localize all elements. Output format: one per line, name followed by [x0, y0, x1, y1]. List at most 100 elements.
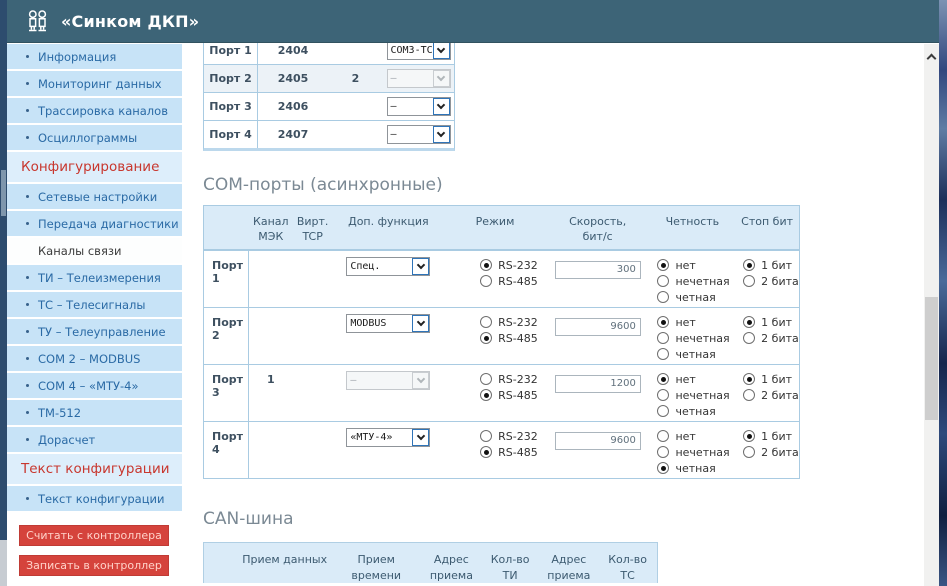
sidebar-item-oscillograms[interactable]: Осциллограммы	[7, 125, 182, 150]
sidebar-item-com2-modbus[interactable]: COM 2 – MODBUS	[7, 346, 182, 371]
rs232-radio-option[interactable]: RS-232	[480, 257, 546, 273]
radio-icon[interactable]	[743, 316, 756, 328]
sidebar-item-data-monitoring[interactable]: Мониторинг данных	[7, 71, 182, 96]
function-select-value: MODBUS	[350, 318, 387, 329]
function-select[interactable]: MODBUS	[346, 314, 431, 333]
rs232-radio-option[interactable]: RS-232	[480, 428, 546, 444]
rs232-radio-option[interactable]: RS-232	[480, 371, 546, 387]
function-select[interactable]: «МТУ-4»	[346, 428, 431, 447]
speed-input[interactable]	[554, 260, 641, 279]
radio-icon[interactable]	[657, 405, 670, 417]
speed-input[interactable]	[554, 431, 641, 450]
read-from-controller-button[interactable]: Считать с контроллера	[19, 525, 169, 546]
stopbit-1-radio-option[interactable]: 1 бит	[743, 428, 799, 444]
function-select[interactable]: –	[386, 97, 451, 116]
function-select[interactable]: Спец.	[346, 257, 431, 276]
radio-icon[interactable]	[657, 316, 670, 328]
chevron-down-icon[interactable]	[432, 126, 450, 143]
stopbit-2-radio-option[interactable]: 2 бита	[743, 444, 799, 460]
bullet-icon	[26, 222, 29, 225]
radio-icon[interactable]	[743, 446, 756, 458]
chevron-down-icon[interactable]	[412, 258, 430, 275]
radio-icon[interactable]	[743, 430, 756, 442]
radio-icon[interactable]	[743, 373, 756, 385]
radio-icon[interactable]	[480, 275, 493, 287]
chevron-down-icon[interactable]	[412, 315, 430, 332]
chevron-down-icon[interactable]	[412, 429, 430, 446]
rs485-radio-option[interactable]: RS-485	[480, 387, 546, 403]
radio-icon[interactable]	[657, 389, 670, 401]
left-scrollbar	[0, 0, 7, 586]
parity-odd-radio-option[interactable]: нечетная	[657, 330, 735, 346]
stopbit-2-radio-option[interactable]: 2 бита	[743, 330, 799, 346]
parity-even-radio-option[interactable]: четная	[657, 346, 735, 362]
radio-icon[interactable]	[657, 430, 670, 442]
sidebar-item-information[interactable]: Информация	[7, 44, 182, 69]
parity-none-radio-option[interactable]: нет	[657, 314, 735, 330]
radio-icon[interactable]	[480, 373, 493, 385]
parity-odd-radio-option[interactable]: нечетная	[657, 273, 735, 289]
sidebar-item-tm512[interactable]: ТМ-512	[7, 400, 182, 425]
function-select[interactable]: –	[386, 125, 451, 144]
radio-icon[interactable]	[480, 332, 493, 344]
sidebar-item-label: COM 2 – MODBUS	[38, 351, 141, 366]
radio-icon[interactable]	[657, 348, 670, 360]
bullet-icon	[26, 276, 29, 279]
sidebar-item-channel-trace[interactable]: Трассировка каналов	[7, 98, 182, 123]
left-scrollbar-thumb[interactable]	[1, 170, 6, 216]
radio-icon[interactable]	[657, 373, 670, 385]
parity-odd-radio-option[interactable]: нечетная	[657, 387, 735, 403]
rs485-radio-option[interactable]: RS-485	[480, 273, 546, 289]
radio-icon[interactable]	[657, 291, 670, 303]
radio-icon[interactable]	[480, 430, 493, 442]
radio-icon[interactable]	[743, 332, 756, 344]
radio-icon[interactable]	[480, 259, 493, 271]
radio-icon[interactable]	[743, 389, 756, 401]
radio-icon[interactable]	[480, 316, 493, 328]
stopbit-1-radio-option[interactable]: 1 бит	[743, 314, 799, 330]
parity-none-radio-option[interactable]: нет	[657, 257, 735, 273]
radio-icon[interactable]	[657, 275, 670, 287]
sidebar-item-recalculation[interactable]: Дорасчет	[7, 427, 182, 452]
function-select[interactable]: COM3-TCP	[386, 40, 451, 60]
radio-icon[interactable]	[657, 446, 670, 458]
chevron-down-icon[interactable]	[432, 98, 450, 115]
radio-icon[interactable]	[743, 259, 756, 271]
sidebar-item-diagnostics-transfer[interactable]: Передача диагностики	[7, 211, 182, 236]
sidebar-item-comm-channels[interactable]: Каналы связи	[7, 238, 182, 263]
scrollbar-thumb[interactable]	[925, 297, 938, 420]
speed-input[interactable]	[554, 374, 641, 393]
sidebar-item-tu-telecontrol[interactable]: ТУ – Телеуправление	[7, 319, 182, 344]
stopbit-1-radio-option[interactable]: 1 бит	[743, 257, 799, 273]
sidebar-item-config-text[interactable]: Текст конфигурации	[7, 486, 182, 511]
radio-icon[interactable]	[480, 446, 493, 458]
parity-even-radio-option[interactable]: четная	[657, 403, 735, 419]
radio-icon[interactable]	[657, 259, 670, 271]
speed-input[interactable]	[554, 317, 641, 336]
parity-odd-radio-option[interactable]: нечетная	[657, 444, 735, 460]
function-select-value: –	[390, 129, 397, 140]
chevron-down-icon[interactable]	[432, 41, 450, 59]
sidebar-item-ts-telesignals[interactable]: ТС – Телесигналы	[7, 292, 182, 317]
sidebar-item-ti-telemetry[interactable]: ТИ – Телеизмерения	[7, 265, 182, 290]
radio-icon[interactable]	[743, 275, 756, 287]
app-title: «Синком ДКП»	[61, 11, 200, 31]
parity-even-radio-option[interactable]: четная	[657, 460, 735, 476]
stopbit-2-radio-option[interactable]: 2 бита	[743, 387, 799, 403]
sidebar-item-com4-mtu4[interactable]: COM 4 – «МТУ-4»	[7, 373, 182, 398]
parity-even-radio-option[interactable]: четная	[657, 289, 735, 305]
write-to-controller-button[interactable]: Записать в контроллер	[19, 555, 169, 576]
rs485-radio-option[interactable]: RS-485	[480, 444, 546, 460]
radio-icon[interactable]	[657, 462, 670, 474]
radio-icon[interactable]	[657, 332, 670, 344]
radio-icon[interactable]	[480, 389, 493, 401]
scroll-up-icon[interactable]	[926, 52, 937, 63]
rs485-radio-option[interactable]: RS-485	[480, 330, 546, 346]
parity-none-radio-option[interactable]: нет	[657, 371, 735, 387]
parity-none-radio-option[interactable]: нет	[657, 428, 735, 444]
rs232-radio-option[interactable]: RS-232	[480, 314, 546, 330]
sidebar-item-network-settings[interactable]: Сетевые настройки	[7, 184, 182, 209]
vertical-scrollbar[interactable]	[924, 44, 939, 586]
stopbit-1-radio-option[interactable]: 1 бит	[743, 371, 799, 387]
stopbit-2-radio-option[interactable]: 2 бита	[743, 273, 799, 289]
